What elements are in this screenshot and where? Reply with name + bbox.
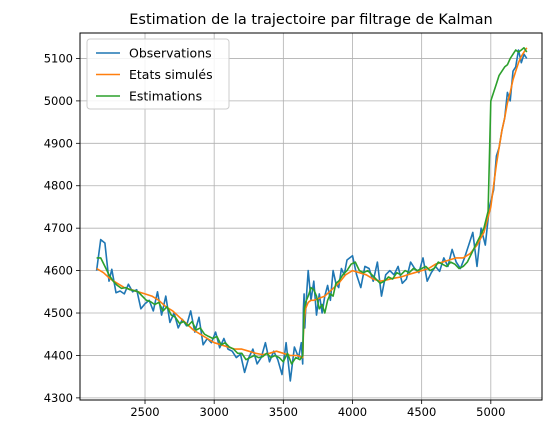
y-tick-label: 4300 [44,391,73,405]
x-tick-label: 4000 [338,405,367,419]
y-tick-label: 5000 [44,94,73,108]
legend-box [86,38,230,110]
y-tick-label: 4800 [44,179,73,193]
axis-ticks: 2500 3000 3500 4000 4500 5000 4300 4400 4500 4600… [44,51,506,419]
legend-label: Etats simulés [129,67,213,82]
plot-frame [79,32,543,401]
x-tick-label: 3500 [269,405,298,419]
x-tick-label: 5000 [476,405,505,419]
grid [80,33,542,400]
y-tick-label: 4900 [44,136,73,150]
series-line-etats-simul-s [96,47,528,359]
legend: Observations Etats simulés Estimations [86,38,230,110]
y-tick-label: 4600 [44,264,73,278]
legend-label: Observations [129,46,212,61]
y-tick-label: 4700 [44,221,73,235]
y-tick-label: 4400 [44,348,73,362]
series-line-estimations [96,46,528,365]
series-layer [95,46,528,382]
x-tick-label: 3000 [200,405,229,419]
chart-title: Estimation de la trajectoire par filtrag… [129,12,492,28]
y-tick-label: 5100 [44,51,73,65]
y-tick-label: 4500 [44,306,73,320]
x-tick-label: 4500 [407,405,436,419]
x-tick-label: 2500 [130,405,159,419]
legend-label: Estimations [129,89,202,104]
